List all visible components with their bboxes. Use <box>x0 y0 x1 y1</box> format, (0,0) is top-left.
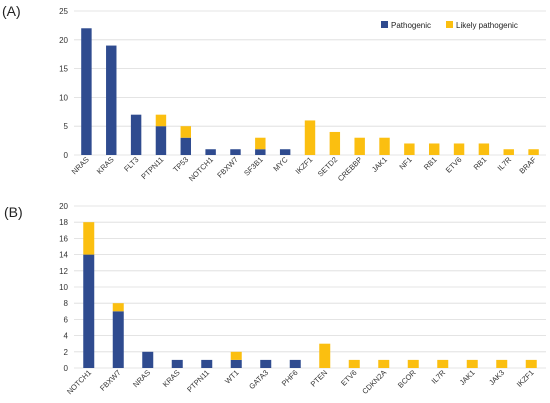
bar-myc-pathogenic <box>279 149 291 155</box>
bar-bcor-likely-pathogenic <box>407 359 419 368</box>
bar-ptpn11-pathogenic <box>155 126 167 155</box>
bar-il7r-likely-pathogenic <box>437 359 449 368</box>
panel-b-y-tick-label: 10 <box>59 283 68 292</box>
legend-label-pathogenic: Pathogenic <box>391 21 431 30</box>
bar-cdkn2a-likely-pathogenic <box>378 359 390 368</box>
bar-ptpn11-pathogenic <box>201 359 213 368</box>
panel-b-y-tick-label: 8 <box>64 299 69 308</box>
panel-b-bars <box>83 222 537 368</box>
bar-rb1-likely-pathogenic <box>478 143 490 155</box>
bar-braf-likely-pathogenic <box>528 149 539 155</box>
bar-tp53-pathogenic <box>180 137 192 155</box>
legend-label-likely-pathogenic: Likely pathogenic <box>456 21 518 30</box>
bar-il7r-likely-pathogenic <box>503 149 514 155</box>
bar-setd2-likely-pathogenic <box>329 131 341 155</box>
panel-a-y-tick-label: 20 <box>59 36 68 45</box>
bar-pten-likely-pathogenic <box>319 343 331 368</box>
bar-jak3-likely-pathogenic <box>496 359 508 368</box>
panel-b-y-tick-label: 18 <box>59 218 68 227</box>
panel-a-bars <box>81 28 539 156</box>
bar-wt1-likely-pathogenic <box>230 351 242 360</box>
panel-a-y-tick-label: 15 <box>59 65 68 74</box>
bar-jak1-likely-pathogenic <box>466 359 478 368</box>
bar-fbxw7-likely-pathogenic <box>112 303 124 312</box>
panel-a-y-tick-label: 25 <box>59 7 68 16</box>
bar-nras-pathogenic <box>142 351 154 368</box>
bar-notch1-pathogenic <box>205 149 216 155</box>
legend-swatch-likely-pathogenic <box>446 21 453 28</box>
bar-kras-pathogenic <box>106 45 117 156</box>
bar-crebbp-likely-pathogenic <box>354 137 365 155</box>
panel-a-y-tick-label: 10 <box>59 93 68 102</box>
bar-fbxw7-pathogenic <box>112 311 124 368</box>
bar-nras-pathogenic <box>81 28 92 156</box>
panel-a-y-tick-labels: 0 5 10 15 20 25 <box>59 7 68 160</box>
bar-notch1-likely-pathogenic <box>83 222 95 255</box>
bar-jak1-likely-pathogenic <box>379 137 390 155</box>
bar-notch1-pathogenic <box>83 254 95 368</box>
panel-b-y-tick-label: 2 <box>64 348 69 357</box>
panel-a-y-tick-label: 0 <box>64 151 69 160</box>
bar-kras-pathogenic <box>171 359 183 368</box>
bar-fbxw7-pathogenic <box>230 149 241 155</box>
bar-sf3b1-likely-pathogenic <box>255 137 266 150</box>
bar-ikzf1-likely-pathogenic <box>525 359 537 368</box>
bar-sf3b1-pathogenic <box>255 149 266 155</box>
panel-a-legend: Pathogenic Likely pathogenic <box>381 21 518 30</box>
bar-tp53-likely-pathogenic <box>180 126 192 138</box>
bar-etv6-likely-pathogenic <box>348 359 360 368</box>
bar-rb1-likely-pathogenic <box>428 143 440 155</box>
bar-nf1-likely-pathogenic <box>404 143 415 155</box>
panel-b-y-tick-label: 0 <box>64 364 69 373</box>
panel-b-label: (B) <box>4 204 23 220</box>
panel-b-y-tick-label: 16 <box>59 234 68 243</box>
panel-b-y-tick-label: 14 <box>59 251 68 260</box>
panel-b-y-tick-label: 4 <box>64 332 69 341</box>
panel-b-y-tick-label: 12 <box>59 267 68 276</box>
panel-b-y-tick-labels: 0 2 4 6 8 10 12 14 16 18 20 <box>59 202 68 373</box>
bar-ptpn11-likely-pathogenic <box>155 114 167 127</box>
bar-phf6-pathogenic <box>289 359 301 368</box>
bar-gata3-pathogenic <box>260 359 272 368</box>
bar-etv6-likely-pathogenic <box>453 143 465 155</box>
panel-a-label: (A) <box>2 3 21 19</box>
panel-a-y-tick-label: 5 <box>64 122 69 131</box>
panel-b-y-tick-label: 6 <box>64 315 69 324</box>
bar-wt1-pathogenic <box>230 359 242 368</box>
bar-ikzf1-likely-pathogenic <box>304 120 316 155</box>
bar-flt3-pathogenic <box>130 114 142 155</box>
panel-b-y-tick-label: 20 <box>59 202 68 211</box>
legend-swatch-pathogenic <box>381 21 388 28</box>
